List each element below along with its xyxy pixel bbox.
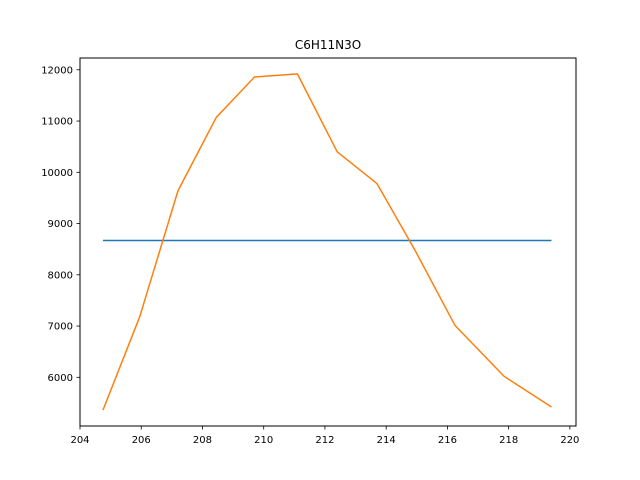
- y-tick-label: 6000: [48, 373, 73, 384]
- x-tick-label: 210: [254, 435, 273, 446]
- y-tick-label: 9000: [48, 219, 73, 230]
- x-tick-label: 214: [377, 435, 396, 446]
- y-tick-label: 12000: [41, 65, 73, 76]
- x-tick-label: 212: [315, 435, 334, 446]
- x-tick-label: 204: [70, 435, 89, 446]
- x-tick-label: 208: [193, 435, 212, 446]
- plot-frame: [79, 57, 577, 427]
- x-tick-label: 218: [499, 435, 518, 446]
- x-tick-label: 220: [560, 435, 579, 446]
- series-line-2: [102, 73, 552, 411]
- x-tick-label: 216: [438, 435, 457, 446]
- y-tick-label: 8000: [48, 270, 73, 281]
- series-layer: [102, 73, 552, 411]
- y-tick-label: 7000: [48, 322, 73, 333]
- y-tick-label: 11000: [41, 117, 73, 128]
- y-tick-label: 10000: [41, 168, 73, 179]
- x-tick-label: 206: [132, 435, 151, 446]
- chart-title: C6H11N3O: [295, 38, 361, 52]
- y-axis: 6000 7000 8000 9000 10000 11000 12000: [41, 65, 80, 384]
- x-axis: 204 206 208 210 212 214 216 218 220: [70, 426, 579, 446]
